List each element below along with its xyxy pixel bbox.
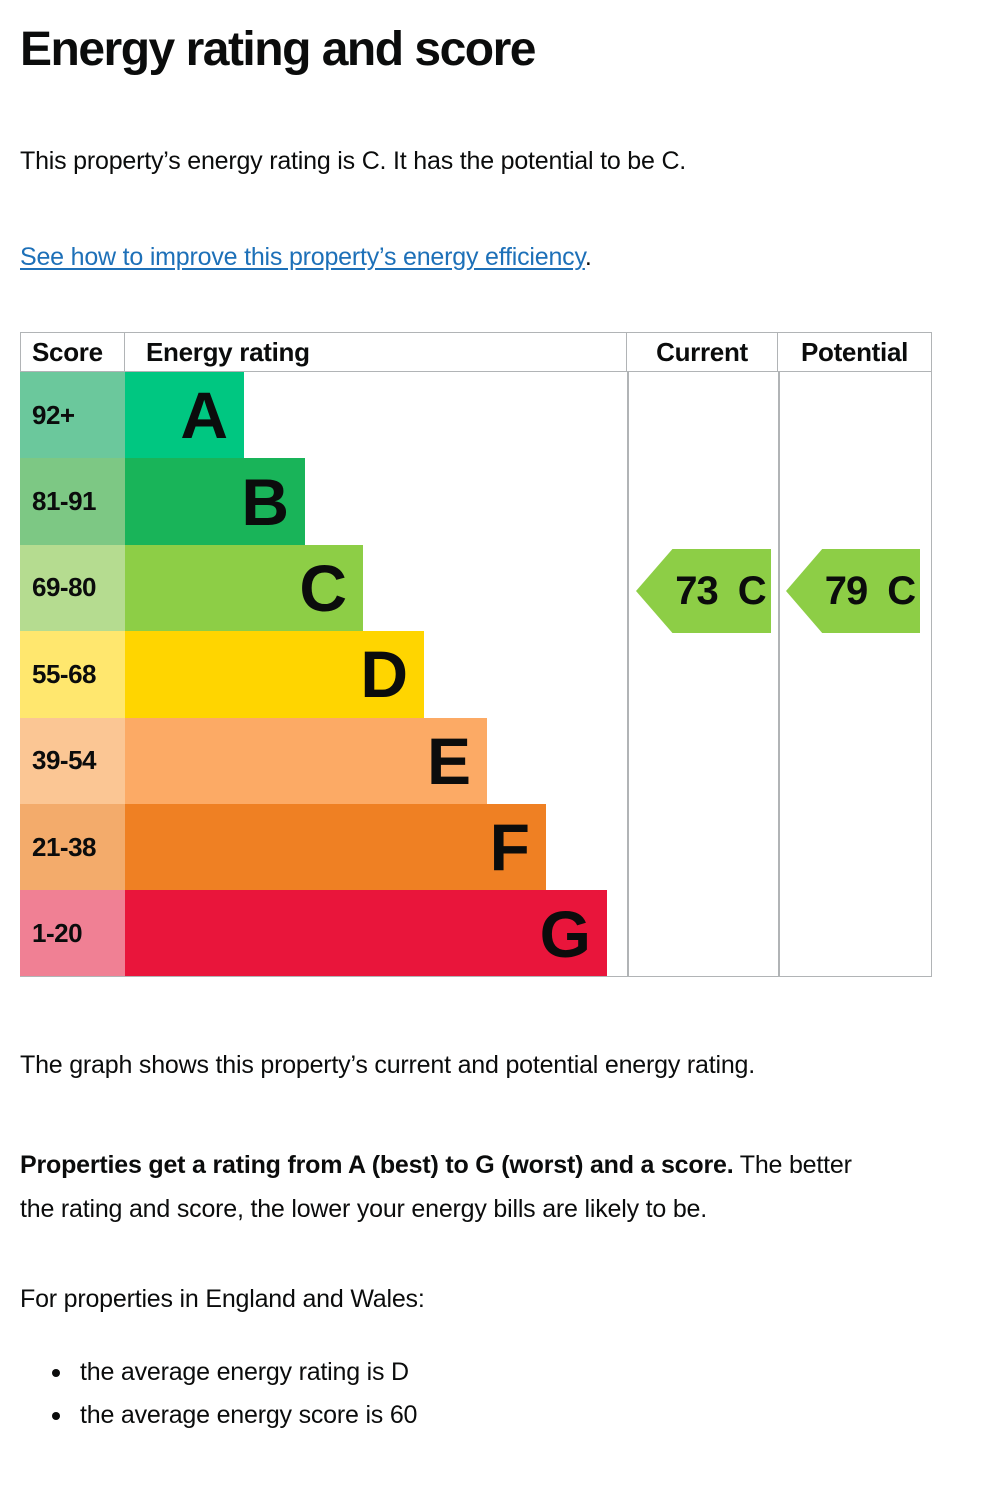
- band-b-score: 81-91: [20, 458, 125, 545]
- energy-rating-chart: Score Energy rating Current Potential 92…: [20, 332, 932, 977]
- graph-caption: The graph shows this property’s current …: [20, 1051, 755, 1079]
- band-row-c: 69-80 C: [20, 544, 932, 632]
- band-c-score: 69-80: [20, 544, 125, 632]
- band-g-letter: G: [539, 896, 591, 971]
- band-a-letter: A: [180, 378, 228, 453]
- header-score: Score: [20, 333, 125, 371]
- band-row-d: 55-68 D: [20, 631, 932, 718]
- band-g-score: 1-20: [20, 890, 125, 977]
- band-rows: 92+ A 81-91 B 69-80 C 55-68 D 39-54: [20, 372, 932, 977]
- current-column-border: [627, 372, 629, 977]
- band-row-f: 21-38 F: [20, 803, 932, 891]
- band-a-score: 92+: [20, 372, 125, 459]
- potential-column-border: [778, 372, 780, 977]
- averages-list: the average energy rating is D the avera…: [50, 1358, 417, 1444]
- chart-header-row: Score Energy rating Current Potential: [20, 332, 932, 372]
- band-a-bar: A: [125, 372, 244, 459]
- band-row-g: 1-20 G: [20, 890, 932, 977]
- band-e-bar: E: [125, 717, 487, 804]
- rating-explanation: Properties get a rating from A (best) to…: [20, 1143, 970, 1231]
- potential-score-value: 79: [824, 568, 868, 613]
- rating-explanation-line2: the rating and score, the lower your ene…: [20, 1195, 707, 1223]
- band-d-score: 55-68: [20, 631, 125, 718]
- current-rating-letter: C: [737, 568, 767, 613]
- band-row-b: 81-91 B: [20, 458, 932, 545]
- rating-explanation-line1: The better: [739, 1151, 852, 1179]
- header-potential: Potential: [778, 333, 932, 371]
- header-current: Current: [627, 333, 778, 371]
- table-bottom-border: [20, 975, 932, 977]
- potential-rating-letter: C: [887, 568, 916, 613]
- band-c-letter: C: [299, 550, 347, 625]
- link-suffix: .: [584, 243, 592, 271]
- current-score-value: 73: [675, 568, 718, 613]
- band-d-bar: D: [125, 631, 424, 718]
- rating-explanation-bold: Properties get a rating from A (best) to…: [20, 1151, 734, 1179]
- band-e-letter: E: [426, 723, 471, 798]
- rating-summary-text: This property’s energy rating is C. It h…: [20, 147, 687, 175]
- average-score-item: the average energy score is 60: [50, 1401, 417, 1430]
- region-heading: For properties in England and Wales:: [20, 1285, 425, 1313]
- average-rating-item: the average energy rating is D: [50, 1358, 417, 1387]
- band-b-bar: B: [125, 458, 305, 545]
- page-title: Energy rating and score: [20, 23, 537, 76]
- band-row-e: 39-54 E: [20, 717, 932, 804]
- band-g-bar: G: [125, 890, 607, 977]
- band-c-bar: C: [125, 544, 363, 632]
- header-energy-rating: Energy rating: [125, 333, 627, 371]
- improve-link-paragraph: See how to improve this property’s energ…: [20, 243, 592, 272]
- band-f-score: 21-38: [20, 803, 125, 891]
- band-f-bar: F: [125, 803, 546, 891]
- band-b-letter: B: [241, 464, 289, 539]
- band-e-score: 39-54: [20, 717, 125, 804]
- band-f-letter: F: [489, 810, 530, 885]
- improve-efficiency-link[interactable]: See how to improve this property’s energ…: [20, 243, 585, 271]
- band-row-a: 92+ A: [20, 372, 932, 459]
- band-d-letter: D: [360, 637, 408, 712]
- table-right-border: [930, 372, 932, 977]
